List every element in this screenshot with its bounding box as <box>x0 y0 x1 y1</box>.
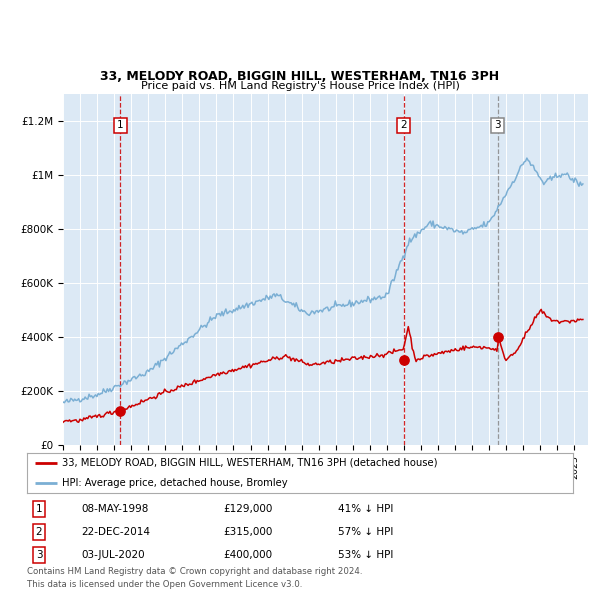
Point <box>399 356 409 365</box>
Text: 1: 1 <box>35 504 43 514</box>
Text: 1: 1 <box>117 120 124 130</box>
Text: 53% ↓ HPI: 53% ↓ HPI <box>338 550 394 560</box>
Text: 08-MAY-1998: 08-MAY-1998 <box>82 504 149 514</box>
Text: 03-JUL-2020: 03-JUL-2020 <box>82 550 145 560</box>
Text: 57% ↓ HPI: 57% ↓ HPI <box>338 527 394 537</box>
Text: Contains HM Land Registry data © Crown copyright and database right 2024.
This d: Contains HM Land Registry data © Crown c… <box>27 568 362 589</box>
Text: 3: 3 <box>35 550 43 560</box>
Text: HPI: Average price, detached house, Bromley: HPI: Average price, detached house, Brom… <box>62 478 288 487</box>
Text: 22-DEC-2014: 22-DEC-2014 <box>82 527 151 537</box>
Text: 41% ↓ HPI: 41% ↓ HPI <box>338 504 394 514</box>
Text: Price paid vs. HM Land Registry's House Price Index (HPI): Price paid vs. HM Land Registry's House … <box>140 81 460 91</box>
Text: 2: 2 <box>400 120 407 130</box>
Point <box>116 406 125 415</box>
Text: £315,000: £315,000 <box>224 527 273 537</box>
Text: 33, MELODY ROAD, BIGGIN HILL, WESTERHAM, TN16 3PH (detached house): 33, MELODY ROAD, BIGGIN HILL, WESTERHAM,… <box>62 458 438 467</box>
Text: 2: 2 <box>35 527 43 537</box>
Text: 33, MELODY ROAD, BIGGIN HILL, WESTERHAM, TN16 3PH: 33, MELODY ROAD, BIGGIN HILL, WESTERHAM,… <box>100 70 500 83</box>
Point <box>493 333 502 342</box>
Text: £129,000: £129,000 <box>224 504 273 514</box>
Text: £400,000: £400,000 <box>224 550 272 560</box>
Text: 3: 3 <box>494 120 501 130</box>
